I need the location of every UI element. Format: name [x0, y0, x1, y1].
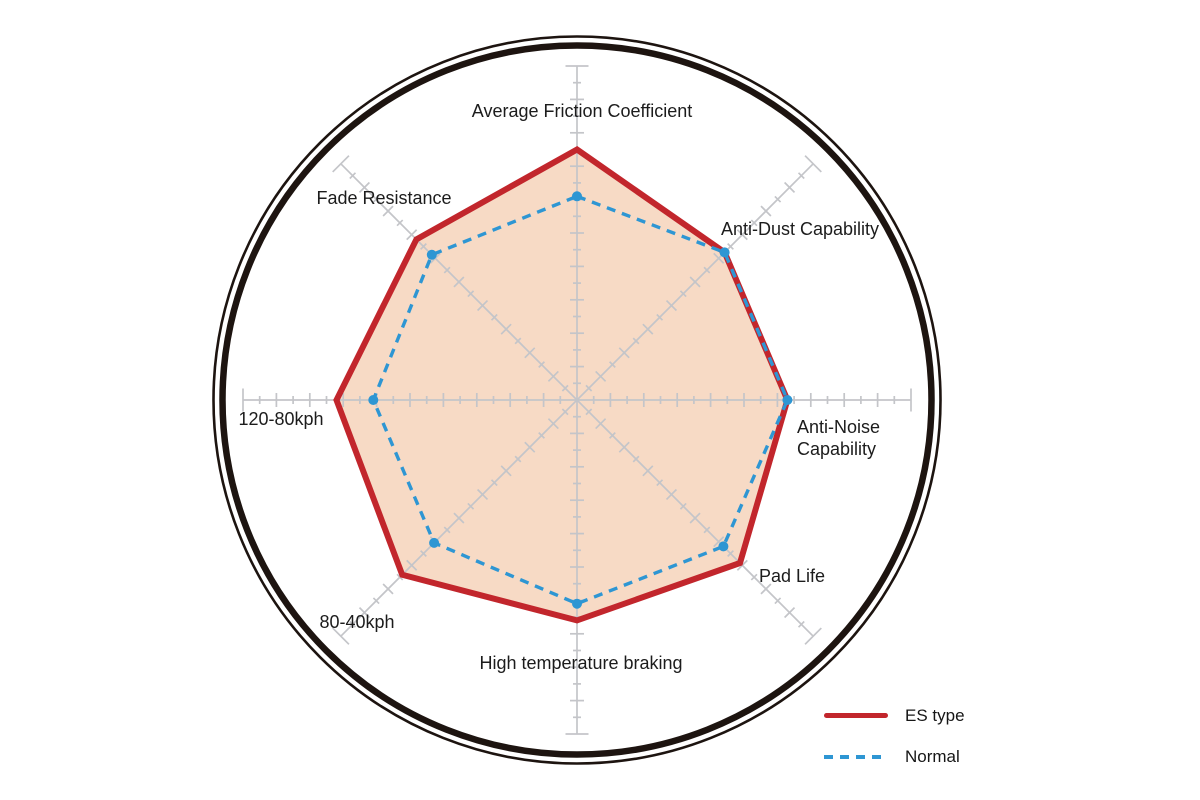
legend-label-es-type: ES type [905, 705, 965, 725]
axes-spokes-and-ticks [242, 65, 912, 735]
legend: ES type Normal [824, 702, 965, 784]
axis-label-120-80kph: 120-80kph [238, 409, 324, 430]
axis-label-average-friction-coefficient: Average Friction Coefficient [471, 101, 693, 122]
axis-label-80-40kph: 80-40kph [319, 612, 395, 633]
legend-item-es-type: ES type [824, 702, 965, 729]
axis-label-pad-life: Pad Life [758, 566, 826, 587]
axis-label-high-temperature-braking: High temperature braking [479, 653, 683, 674]
normal-series-line [368, 191, 793, 609]
outer-double-ring [212, 35, 942, 765]
legend-label-normal: Normal [905, 746, 960, 766]
axis-label-fade-resistance: Fade Resistance [316, 188, 452, 209]
legend-item-normal: Normal [824, 743, 965, 770]
axis-label-anti-dust-capability: Anti-Dust Capability [720, 219, 880, 240]
es-line-swatch [824, 713, 888, 718]
normal-line-swatch [824, 754, 888, 759]
axis-label-anti-noise-capability: Anti-Noise Capability [797, 417, 881, 459]
